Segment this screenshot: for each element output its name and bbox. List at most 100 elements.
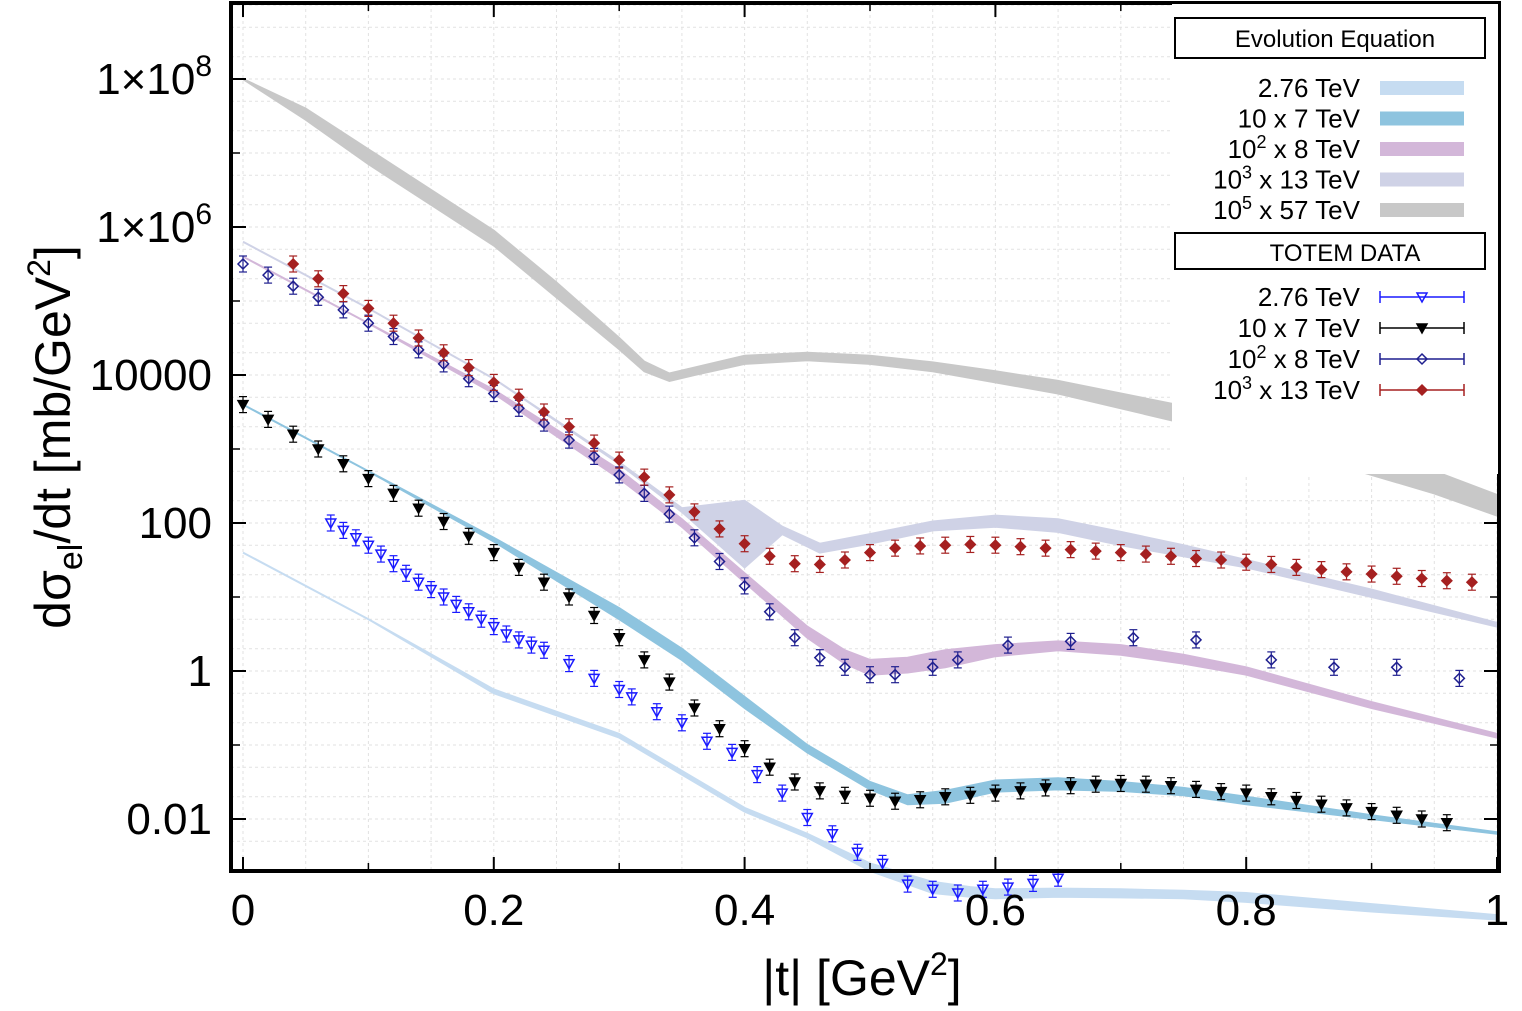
data-marker bbox=[1139, 548, 1152, 561]
x-tick-label: 0.8 bbox=[1216, 886, 1277, 935]
legend-label: 103 x 13 TeV bbox=[1213, 373, 1361, 405]
data-marker bbox=[1415, 572, 1428, 585]
data-marker bbox=[989, 788, 1002, 800]
data-marker bbox=[487, 387, 500, 400]
data-marker bbox=[537, 417, 551, 430]
legend-label: 103 x 13 TeV bbox=[1213, 163, 1361, 195]
data-marker bbox=[487, 376, 500, 389]
data-marker bbox=[500, 629, 513, 641]
data-series-1 bbox=[236, 396, 1454, 832]
data-marker bbox=[788, 631, 801, 644]
data-marker bbox=[1001, 639, 1015, 652]
legend-swatch bbox=[1380, 203, 1464, 217]
data-marker bbox=[512, 562, 526, 574]
data-marker bbox=[763, 550, 776, 563]
data-marker bbox=[1340, 803, 1353, 815]
data-marker bbox=[1114, 778, 1128, 791]
data-marker bbox=[1039, 783, 1052, 795]
data-marker bbox=[337, 303, 350, 316]
data-marker bbox=[813, 786, 827, 798]
legend-label: 2.76 TeV bbox=[1258, 282, 1361, 312]
data-marker bbox=[625, 692, 639, 704]
data-marker bbox=[889, 542, 902, 555]
legend-swatch bbox=[1380, 81, 1464, 95]
data-marker bbox=[1089, 779, 1102, 791]
data-marker bbox=[462, 531, 475, 543]
data-marker bbox=[1415, 814, 1429, 826]
y-tick-label: 1 bbox=[188, 647, 212, 696]
data-marker bbox=[1014, 786, 1027, 798]
data-marker bbox=[1164, 780, 1178, 793]
data-marker bbox=[1214, 786, 1228, 799]
data-series-2 bbox=[236, 255, 1466, 688]
data-marker bbox=[1390, 570, 1403, 583]
x-tick-label: 1 bbox=[1485, 886, 1509, 935]
data-marker bbox=[650, 706, 664, 719]
legend-label: 102 x 8 TeV bbox=[1228, 132, 1361, 164]
data-marker bbox=[1064, 780, 1077, 793]
y-axis-title: dσel/dt [mb/GeV2] bbox=[21, 245, 90, 629]
tick-labels: 0 0.2 0.4 0.6 0.8 1 1×108 1×106 10000 100 1 0.01 bbox=[90, 50, 1510, 935]
data-marker bbox=[449, 599, 463, 611]
data-marker bbox=[688, 531, 701, 544]
data-marker bbox=[713, 723, 726, 736]
data-marker bbox=[287, 280, 300, 293]
data-marker bbox=[1265, 558, 1278, 571]
data-marker bbox=[1415, 352, 1429, 366]
data-marker bbox=[876, 858, 889, 870]
data-marker bbox=[588, 437, 601, 450]
data-marker bbox=[613, 454, 626, 467]
data-marker bbox=[901, 879, 914, 891]
data-marker bbox=[1089, 545, 1102, 558]
data-series-0 bbox=[324, 514, 1065, 902]
data-marker bbox=[838, 553, 851, 567]
data-marker bbox=[337, 459, 350, 471]
data-marker bbox=[437, 516, 450, 529]
data-marker bbox=[888, 796, 902, 808]
data-marker bbox=[1265, 653, 1278, 666]
data-marker bbox=[261, 414, 275, 426]
data-points bbox=[236, 255, 1478, 902]
data-marker bbox=[1440, 574, 1453, 587]
data-marker bbox=[612, 632, 626, 645]
data-marker bbox=[1415, 323, 1429, 335]
data-marker bbox=[462, 607, 475, 619]
y-tick-label: 1×108 bbox=[96, 50, 212, 104]
legend: Evolution Equation TOTEM DATA 2.76 TeV10… bbox=[1172, 4, 1498, 474]
data-marker bbox=[1240, 556, 1253, 569]
legend-label: 10 x 7 TeV bbox=[1238, 104, 1361, 134]
data-marker bbox=[1139, 779, 1153, 791]
data-marker bbox=[525, 640, 538, 652]
data-marker bbox=[851, 847, 864, 859]
x-tick-label: 0.6 bbox=[965, 886, 1026, 935]
data-marker bbox=[763, 762, 776, 774]
data-marker bbox=[562, 592, 576, 604]
data-marker bbox=[412, 503, 425, 515]
legend-swatch bbox=[1380, 111, 1464, 126]
data-marker bbox=[1290, 561, 1303, 574]
data-marker bbox=[964, 790, 977, 802]
data-marker bbox=[863, 668, 877, 681]
data-marker bbox=[738, 743, 751, 756]
data-marker bbox=[424, 584, 438, 597]
data-marker bbox=[713, 555, 726, 568]
legend-label: 102 x 8 TeV bbox=[1228, 342, 1361, 374]
data-marker bbox=[312, 272, 325, 285]
data-marker bbox=[1315, 563, 1328, 576]
data-marker bbox=[926, 661, 939, 674]
data-marker bbox=[838, 790, 852, 802]
legend-swatch bbox=[1380, 142, 1464, 156]
data-marker bbox=[939, 539, 952, 552]
data-marker bbox=[1453, 672, 1466, 685]
data-marker bbox=[1064, 635, 1077, 648]
data-marker bbox=[989, 539, 1002, 552]
data-marker bbox=[889, 668, 902, 681]
legend-swatch bbox=[1380, 172, 1464, 187]
data-marker bbox=[312, 291, 325, 304]
data-marker bbox=[487, 621, 501, 634]
data-marker bbox=[537, 645, 551, 657]
data-marker bbox=[1465, 576, 1478, 589]
legend-header-model: Evolution Equation bbox=[1235, 26, 1435, 53]
data-marker bbox=[474, 614, 488, 626]
data-marker bbox=[412, 343, 425, 356]
